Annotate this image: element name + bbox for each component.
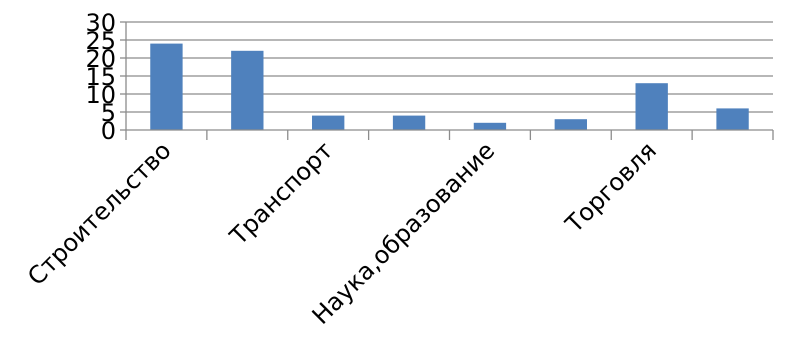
- bar: [150, 43, 183, 130]
- x-tick-label: Торговля: [560, 136, 662, 238]
- x-tick-label: Наука,образование: [307, 136, 500, 329]
- y-tick-label: 30: [85, 9, 116, 37]
- bars: [150, 43, 749, 130]
- bar: [473, 122, 507, 130]
- y-tick-label: 0: [101, 117, 116, 145]
- y-tick-label: 15: [85, 63, 116, 91]
- gridlines: [126, 21, 773, 113]
- axes: [120, 21, 774, 140]
- bar: [392, 115, 426, 130]
- y-tick-label: 25: [85, 27, 116, 55]
- bar: [635, 83, 668, 130]
- bar: [231, 50, 264, 130]
- x-tick-label: Строительство: [22, 136, 177, 291]
- bar: [716, 108, 749, 130]
- x-tick-label: Транспорт: [224, 136, 339, 251]
- bar: [312, 115, 345, 130]
- y-tick-label: 5: [101, 99, 116, 127]
- y-tick-label: 10: [85, 81, 116, 109]
- bar: [554, 119, 587, 130]
- y-tick-label: 20: [85, 45, 116, 73]
